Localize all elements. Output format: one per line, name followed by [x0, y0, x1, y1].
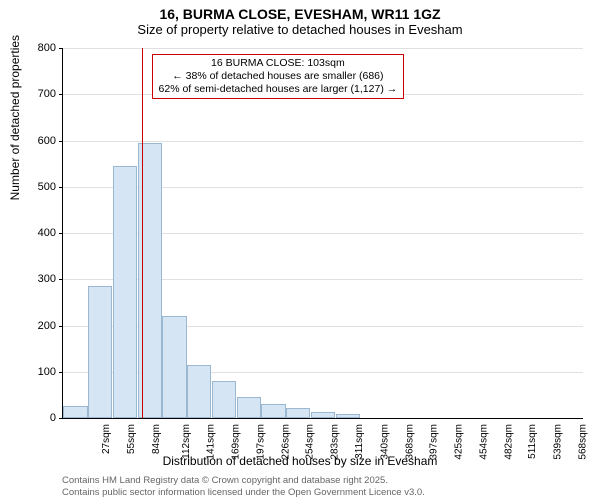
annotation-line-2: ← 38% of detached houses are smaller (68… — [159, 70, 398, 83]
footer-line-2: Contains public sector information licen… — [62, 487, 425, 498]
annotation-box: 16 BURMA CLOSE: 103sqm← 38% of detached … — [152, 54, 405, 99]
chart-container: 16, BURMA CLOSE, EVESHAM, WR11 1GZ Size … — [0, 0, 600, 500]
y-tick-label: 300 — [26, 273, 56, 285]
y-tick-label: 800 — [26, 42, 56, 54]
footer-attribution: Contains HM Land Registry data © Crown c… — [62, 475, 425, 498]
histogram-bar — [63, 406, 87, 418]
property-marker-line — [142, 48, 143, 418]
histogram-bar — [113, 166, 137, 418]
x-tick-label: 55sqm — [126, 424, 137, 454]
y-axis-label: Number of detached properties — [8, 35, 22, 200]
y-tick-label: 700 — [26, 88, 56, 100]
y-tick-label: 100 — [26, 366, 56, 378]
plot-area: 27sqm55sqm84sqm112sqm141sqm169sqm197sqm2… — [62, 48, 583, 419]
y-tick-label: 200 — [26, 320, 56, 332]
y-tick-label: 600 — [26, 135, 56, 147]
x-tick-label: 27sqm — [101, 424, 112, 454]
y-tick-label: 500 — [26, 181, 56, 193]
y-tick-label: 400 — [26, 227, 56, 239]
chart-subtitle: Size of property relative to detached ho… — [0, 22, 600, 41]
y-tick-label: 0 — [26, 412, 56, 424]
chart-title: 16, BURMA CLOSE, EVESHAM, WR11 1GZ — [0, 0, 600, 22]
histogram-bar — [212, 381, 236, 418]
histogram-bar — [261, 404, 285, 418]
annotation-line-3: 62% of semi-detached houses are larger (… — [159, 83, 398, 96]
histogram-bar — [162, 316, 186, 418]
histogram-bar — [237, 397, 261, 418]
x-axis-label: Distribution of detached houses by size … — [0, 454, 600, 468]
annotation-line-1: 16 BURMA CLOSE: 103sqm — [159, 57, 398, 70]
footer-line-1: Contains HM Land Registry data © Crown c… — [62, 475, 425, 486]
histogram-bar — [336, 414, 360, 418]
histogram-bar — [88, 286, 112, 418]
histogram-bar — [187, 365, 211, 418]
x-tick-label: 84sqm — [151, 424, 162, 454]
histogram-bar — [286, 408, 310, 418]
histogram-bar — [311, 412, 335, 418]
